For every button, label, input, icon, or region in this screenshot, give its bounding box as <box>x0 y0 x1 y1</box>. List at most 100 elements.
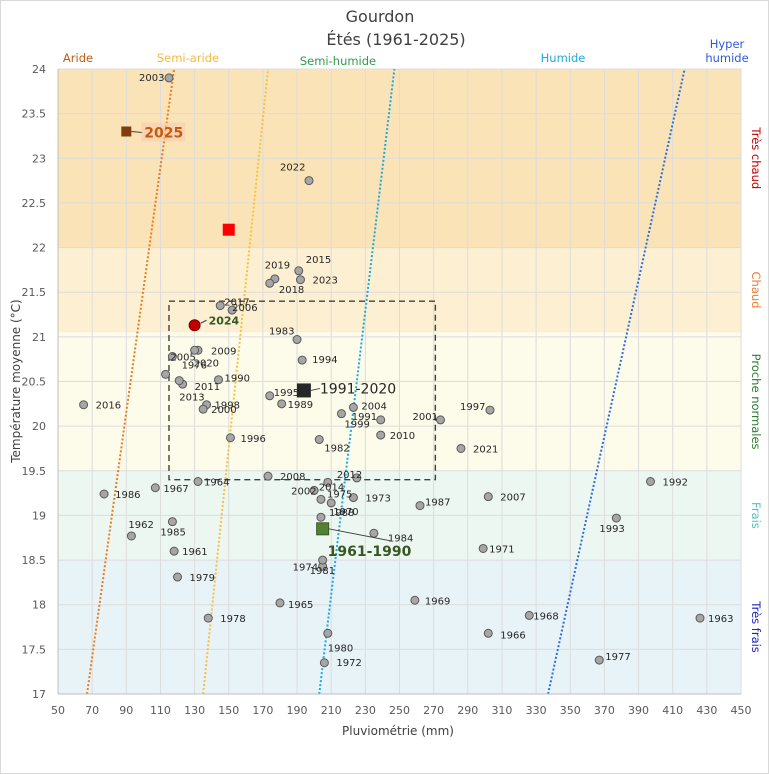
x-tick-label: 210 <box>321 704 342 717</box>
point-2010 <box>376 430 386 440</box>
point-label: 2012 <box>337 470 362 481</box>
point-2022 <box>304 176 314 186</box>
marker-leader <box>131 131 143 133</box>
point-1991 <box>376 415 386 425</box>
point-1973 <box>348 493 358 503</box>
point-2005 <box>167 352 177 361</box>
x-tick-label: 310 <box>491 704 512 717</box>
point-1966 <box>483 628 493 638</box>
point-1989 <box>277 399 287 409</box>
band-label: Frais <box>749 502 763 529</box>
point-label: 1988 <box>329 508 354 519</box>
reference-box <box>168 300 437 481</box>
point-label: 1971 <box>489 544 514 555</box>
marker-1961-1990 <box>316 522 330 536</box>
point-2007 <box>483 492 493 502</box>
point-1984 <box>369 528 379 538</box>
point-1970 <box>326 498 336 508</box>
axes: Très chaud Chaud Proche normales Frais Très … <box>9 37 763 738</box>
x-tick-label: 270 <box>423 704 444 717</box>
point-2021 <box>456 443 466 453</box>
point-label: 2009 <box>211 346 236 357</box>
x-tick-label: 370 <box>594 704 615 717</box>
point-label: 2011 <box>195 382 220 393</box>
point-2014 <box>323 477 333 487</box>
marker-2025 <box>121 126 132 137</box>
point-2006 <box>227 305 237 315</box>
point-1964 <box>193 477 203 486</box>
x-tick-label: 110 <box>150 704 171 717</box>
point-2015 <box>294 266 304 276</box>
y-tick-label: 20 <box>32 420 46 433</box>
point-1967 <box>150 483 160 493</box>
red-square-marker <box>222 223 235 236</box>
x-tick-label: 330 <box>526 704 547 717</box>
point-label: 2002 <box>291 486 316 497</box>
point-2000 <box>198 404 208 414</box>
point-2004 <box>348 402 358 412</box>
y-axis-title: Température moyenne (°C) <box>9 299 23 464</box>
point-label: 1973 <box>365 494 390 505</box>
point-label: 2001 <box>412 412 437 423</box>
point-label: 1990 <box>225 374 250 385</box>
point-label: 1979 <box>190 573 215 584</box>
reference-period-box <box>168 300 437 481</box>
label-1961-1990: 1961-1990 <box>328 544 412 560</box>
point-label: 2005 <box>170 353 195 364</box>
point-label: 1987 <box>425 498 450 509</box>
point-label: 2022 <box>280 163 305 174</box>
point-label: 1996 <box>240 434 265 445</box>
point-1996 <box>225 433 235 443</box>
point-label: 2014 <box>319 482 344 493</box>
point-1994 <box>297 355 307 365</box>
point-2023 <box>295 275 305 285</box>
point-1988 <box>316 512 326 522</box>
point-1978 <box>203 613 213 623</box>
chart-subtitle: Étés (1961-2025) <box>326 30 465 49</box>
boundary-line <box>318 69 396 694</box>
y-tick-label: 19 <box>32 509 46 522</box>
point-label: 2006 <box>232 303 257 314</box>
point-2016 <box>79 400 89 410</box>
y-tick-label: 23.5 <box>22 108 47 121</box>
point-label: 1978 <box>220 614 245 625</box>
boundary-line <box>86 69 176 694</box>
point-label: 1989 <box>288 400 313 411</box>
band-label: Proche normales <box>749 354 763 450</box>
point-1961 <box>169 546 179 556</box>
zone-label: Humide <box>541 51 586 65</box>
point-1972 <box>319 658 329 668</box>
x-tick-label: 450 <box>731 704 752 717</box>
point-label: 2007 <box>500 493 525 504</box>
point-label: 2015 <box>306 255 331 266</box>
zone-label: Semi-aride <box>157 51 219 65</box>
special-points: 2025 1991-2020 1961-1990 <box>121 122 412 560</box>
point-label: 1962 <box>128 520 153 531</box>
point-1993 <box>611 513 621 523</box>
point-1965 <box>275 598 285 608</box>
y-tick-label: 18 <box>32 599 46 612</box>
label-2025: 2025 <box>144 126 183 142</box>
point-2008 <box>263 471 273 481</box>
x-tick-label: 350 <box>560 704 581 717</box>
zone-label: Semi-humide <box>300 54 376 68</box>
x-tick-label: 170 <box>252 704 273 717</box>
point-label: 1991 <box>352 412 377 423</box>
point-label: 2021 <box>473 444 498 455</box>
x-tick-label: 430 <box>696 704 717 717</box>
point-label: 1965 <box>288 600 313 611</box>
data-points: 1961 1962 1963 1964 1965 1966 1967 1968 1969 1970… <box>79 73 733 669</box>
label-highlight-2025 <box>141 122 186 142</box>
x-tick-label: 390 <box>628 704 649 717</box>
point-1962 <box>126 531 136 541</box>
chart-title: Gourdon <box>346 7 415 26</box>
y-tick-label: 23 <box>32 152 46 165</box>
point-1981 <box>318 555 328 565</box>
point-label: 1993 <box>599 524 624 535</box>
point-label: 2010 <box>390 431 415 442</box>
point-1971 <box>478 543 488 553</box>
point-2024 <box>188 319 201 332</box>
y-tick-label: 18.5 <box>22 554 47 567</box>
point-2002 <box>309 485 319 495</box>
